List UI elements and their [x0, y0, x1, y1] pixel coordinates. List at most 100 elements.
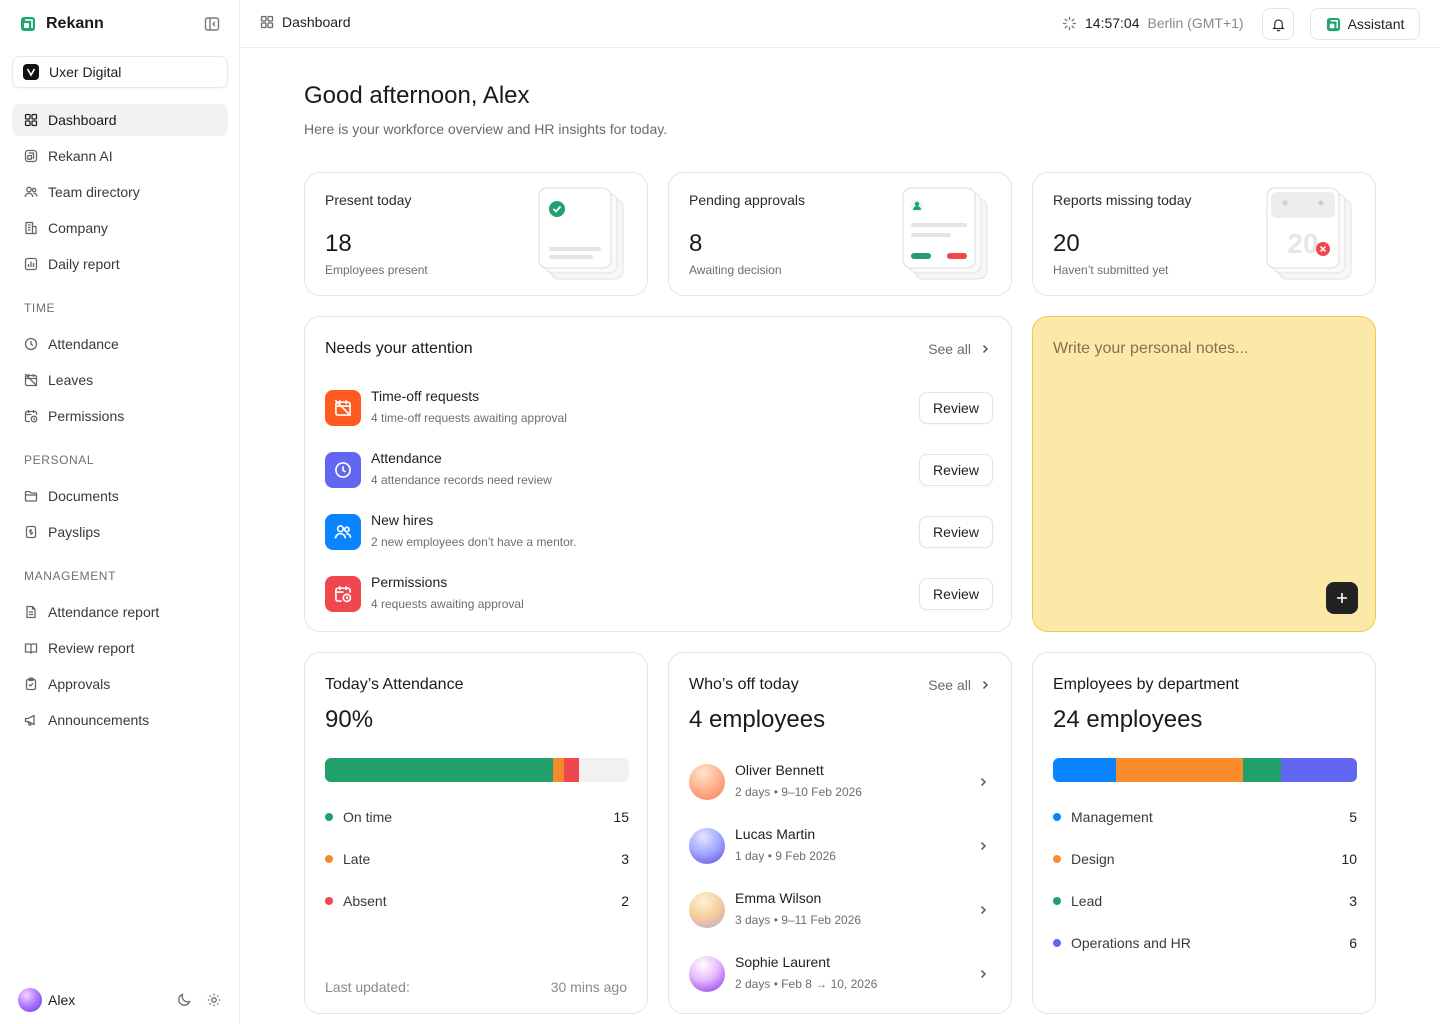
employee-name: Emma Wilson — [735, 890, 822, 906]
grid-icon — [260, 15, 274, 29]
sidebar-item-label: Attendance report — [48, 604, 160, 620]
see-all-label: See all — [928, 677, 971, 693]
sidebar-item-label: Rekann AI — [48, 148, 113, 164]
calendar-missing-illustration: 20 — [1266, 187, 1352, 280]
employee-name: Oliver Bennett — [735, 762, 824, 778]
stat-subtitle: Awaiting decision — [689, 263, 782, 277]
off-today-item[interactable]: Sophie Laurent 2 days • Feb 8 → 10, 2026 — [689, 954, 993, 994]
department-card: Employees by department 24 employees Man… — [1032, 652, 1376, 1014]
brand-name: Rekann — [46, 15, 104, 32]
add-note-button[interactable] — [1326, 582, 1358, 614]
legend-dot — [325, 813, 333, 821]
sidebar-item-documents[interactable]: Documents — [12, 480, 228, 512]
bar-segment — [1280, 758, 1357, 782]
see-all-link[interactable]: See all — [928, 341, 991, 357]
gear-icon[interactable] — [206, 992, 222, 1008]
sidebar-item-daily-report[interactable]: Daily report — [12, 248, 228, 280]
clock-time: 14:57:04 — [1085, 15, 1140, 31]
see-all-link[interactable]: See all — [928, 677, 991, 693]
off-today-item[interactable]: Emma Wilson 3 days • 9–11 Feb 2026 — [689, 890, 993, 930]
department-bar — [1053, 758, 1357, 782]
grid-icon — [24, 113, 38, 127]
moon-icon[interactable] — [176, 992, 192, 1008]
calendar-illustration-number: 20 — [1287, 228, 1318, 259]
attention-item-title: Permissions — [371, 574, 448, 590]
breadcrumb-label: Dashboard — [282, 14, 351, 30]
clock: 14:57:04 Berlin (GMT+1) — [1062, 15, 1244, 31]
sidebar-item-review-report[interactable]: Review report — [12, 632, 228, 664]
legend-item: Operations and HR 6 — [1053, 934, 1357, 952]
assistant-label: Assistant — [1347, 16, 1405, 32]
sidebar-item-company[interactable]: Company — [12, 212, 228, 244]
sidebar-collapse-icon[interactable] — [203, 15, 221, 33]
legend-dot — [1053, 939, 1061, 947]
stat-value: 18 — [325, 230, 352, 257]
breadcrumb: Dashboard — [260, 14, 351, 30]
notifications-button[interactable] — [1262, 8, 1294, 40]
off-today-item[interactable]: Oliver Bennett 2 days • 9–10 Feb 2026 — [689, 762, 993, 802]
legend-item: Absent 2 — [325, 892, 629, 910]
legend-value: 3 — [1349, 893, 1357, 909]
legend-item: On time 15 — [325, 808, 629, 826]
stat-subtitle: Employees present — [325, 263, 428, 277]
sidebar-item-attendance[interactable]: Attendance — [12, 328, 228, 360]
legend-label: Lead — [1071, 893, 1103, 909]
employee-name: Sophie Laurent — [735, 954, 830, 970]
sidebar-item-announcements[interactable]: Announcements — [12, 704, 228, 736]
sidebar-item-team-directory[interactable]: Team directory — [12, 176, 228, 208]
attention-item-title: Time-off requests — [371, 388, 480, 404]
off-today-item[interactable]: Lucas Martin 1 day • 9 Feb 2026 — [689, 826, 993, 866]
legend-value: 2 — [621, 893, 629, 909]
sidebar-item-label: Company — [48, 220, 108, 236]
avatar — [689, 956, 725, 992]
off-today-count: 4 employees — [689, 706, 826, 733]
attention-item-title: New hires — [371, 512, 434, 528]
legend-dot — [325, 897, 333, 905]
notes-placeholder[interactable]: Write your personal notes... — [1053, 340, 1249, 357]
sidebar-item-approvals[interactable]: Approvals — [12, 668, 228, 700]
user-profile: Alex — [18, 988, 222, 1012]
legend-value: 5 — [1349, 809, 1357, 825]
file-icon — [24, 605, 38, 619]
sidebar-item-rekann-ai[interactable]: Rekann AI — [12, 140, 228, 172]
review-button[interactable]: Review — [919, 578, 993, 610]
sidebar-section-title: MANAGEMENT — [24, 569, 117, 583]
review-button[interactable]: Review — [919, 516, 993, 548]
rekann-ai-icon — [24, 149, 38, 163]
leave-details: 2 days • Feb 8 → 10, 2026 — [735, 977, 878, 991]
checked-document-illustration — [538, 187, 624, 280]
brand[interactable]: Rekann — [20, 14, 104, 34]
review-button[interactable]: Review — [919, 392, 993, 424]
off-today-card: Who’s off today See all 4 employees Oliv… — [668, 652, 1012, 1014]
stat-card-reports-missing: Reports missing today 20 Haven’t submitt… — [1032, 172, 1376, 296]
approval-form-illustration — [902, 187, 988, 280]
stat-title: Reports missing today — [1053, 192, 1192, 208]
attention-item: New hires 2 new employees don’t have a me… — [325, 512, 993, 552]
chevron-right-icon — [980, 969, 987, 979]
sidebar-item-attendance-report[interactable]: Attendance report — [12, 596, 228, 628]
sidebar-item-dashboard[interactable]: Dashboard — [12, 104, 228, 136]
calendar-clock-icon — [24, 409, 38, 423]
loader-icon — [1062, 16, 1077, 30]
sidebar-item-label: Documents — [48, 488, 119, 504]
legend-value: 15 — [613, 809, 629, 825]
clock-timezone: Berlin (GMT+1) — [1147, 15, 1244, 31]
personal-notes[interactable]: Write your personal notes... — [1032, 316, 1376, 632]
sidebar-item-leaves[interactable]: Leaves — [12, 364, 228, 396]
legend-item: Design 10 — [1053, 850, 1357, 868]
megaphone-icon — [24, 713, 38, 727]
sidebar-item-label: Announcements — [48, 712, 150, 728]
stat-card-pending: Pending approvals 8 Awaiting decision — [668, 172, 1012, 296]
rekann-logo-icon — [1326, 17, 1340, 31]
payslip-icon — [24, 525, 38, 539]
sidebar-item-payslips[interactable]: Payslips — [12, 516, 228, 548]
assistant-button[interactable]: Assistant — [1310, 8, 1420, 40]
sidebar-item-permissions[interactable]: Permissions — [12, 400, 228, 432]
plus-icon — [1337, 593, 1347, 603]
avatar[interactable] — [18, 988, 42, 1012]
review-button[interactable]: Review — [919, 454, 993, 486]
legend-item: Lead 3 — [1053, 892, 1357, 910]
stat-value: 8 — [689, 230, 703, 257]
org-switcher[interactable]: Uxer Digital — [12, 56, 228, 88]
card-title: Today’s Attendance — [325, 676, 464, 693]
